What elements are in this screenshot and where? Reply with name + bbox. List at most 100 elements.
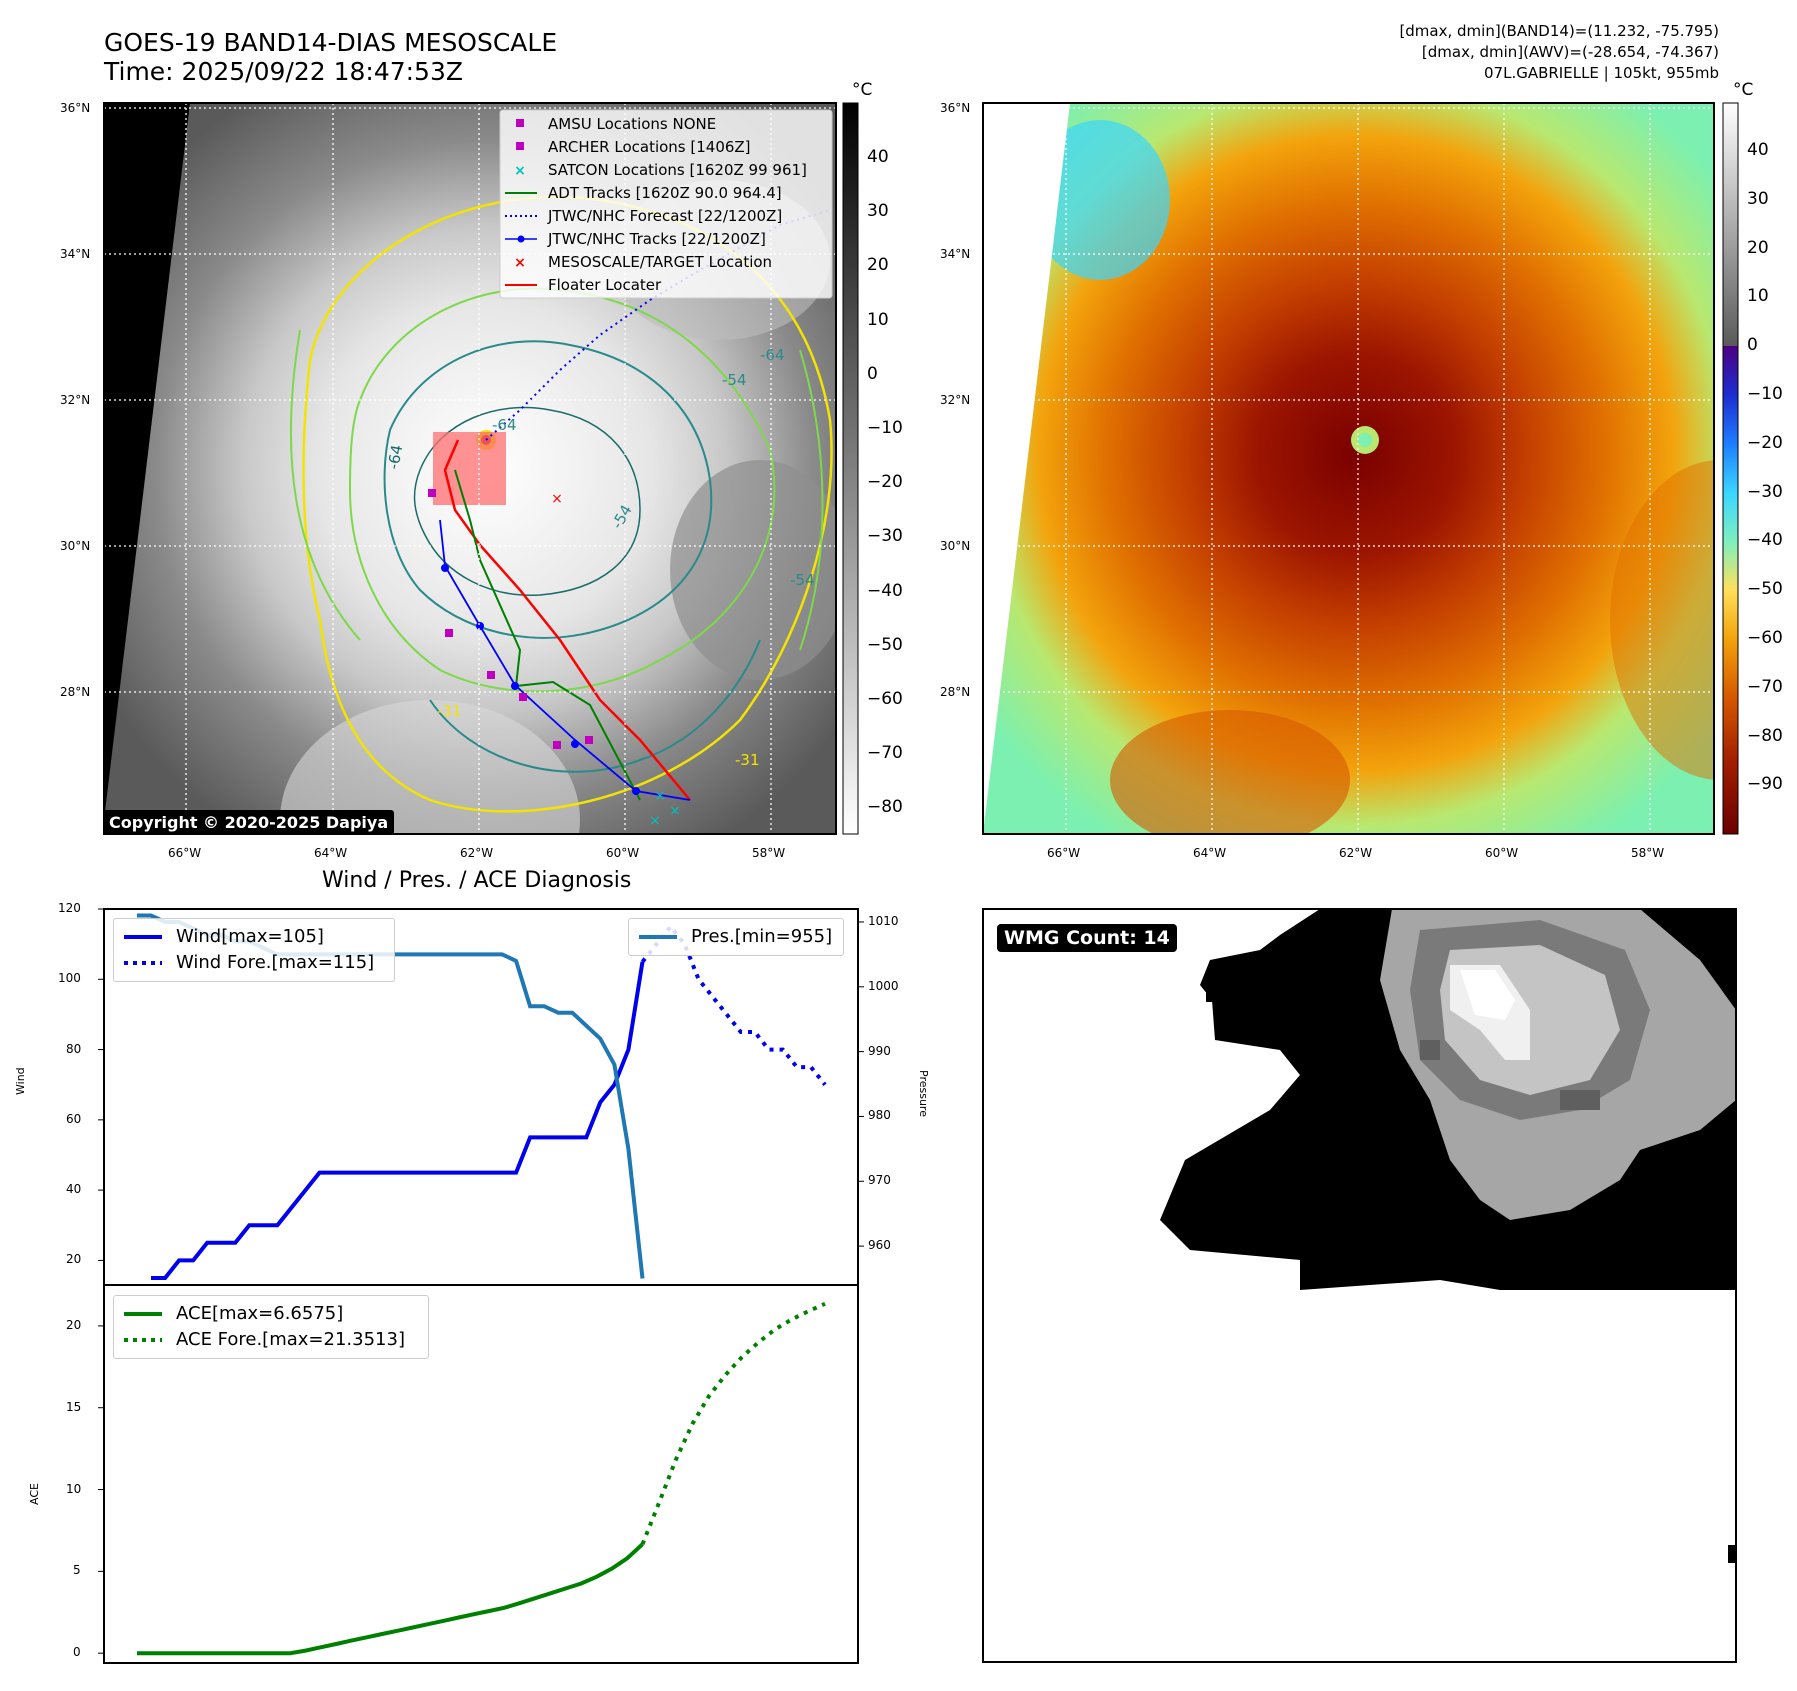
wind-forecast-line bbox=[640, 923, 827, 1086]
legend-entry: JTWC/NHC Forecast [22/1200Z] bbox=[505, 207, 782, 225]
legend-entry: ADT Tracks [1620Z 90.0 964.4] bbox=[505, 184, 782, 202]
legend-entry-label: Floater Locater bbox=[548, 276, 662, 294]
lon-label-left: 64°W bbox=[314, 846, 348, 860]
colorbar-color bbox=[1722, 102, 1739, 835]
colorbar-color-tick: −30 bbox=[1747, 481, 1783, 502]
pressure-tick-label: 980 bbox=[868, 1108, 891, 1123]
lat-label-left: 32°N bbox=[60, 393, 91, 407]
copyright-badge: Copyright © 2020-2025 Dapiya bbox=[103, 810, 395, 835]
colorbar-color-tick: −20 bbox=[1747, 432, 1783, 453]
lat-label-right: 34°N bbox=[940, 247, 971, 261]
colorbar-gray-tick: −80 bbox=[867, 797, 903, 818]
legend-wind-label: Wind[max=105] bbox=[176, 926, 324, 947]
colorbar-gray-tick: −10 bbox=[867, 418, 903, 438]
svg-text:×: × bbox=[649, 813, 661, 829]
colorbar-gray-tick: 0 bbox=[867, 363, 878, 384]
svg-text:×: × bbox=[654, 788, 666, 804]
colorbar-color-tick: −10 bbox=[1747, 384, 1783, 404]
wind-ylabel: Wind bbox=[14, 1067, 27, 1095]
colorbar-color-tick: 30 bbox=[1747, 188, 1769, 209]
colorbar-color-unit: °C bbox=[1733, 80, 1754, 100]
colorbar-color-tick: −70 bbox=[1747, 676, 1783, 697]
lon-label-left: 58°W bbox=[752, 846, 786, 860]
ace-tick-label: 20 bbox=[66, 1317, 82, 1332]
colorbar-gray-tick: 40 bbox=[867, 147, 889, 167]
legend-entry-label: AMSU Locations NONE bbox=[548, 115, 716, 133]
pressure-ylabel: Pressure bbox=[917, 1070, 930, 1117]
legend-ace: ACE[max=6.6575] ACE Fore.[max=21.3513] bbox=[113, 1295, 429, 1359]
lon-label-left: 60°W bbox=[606, 846, 640, 860]
legend-entry: JTWC/NHC Tracks [22/1200Z] bbox=[505, 230, 766, 248]
contour-label: -64 bbox=[492, 416, 517, 434]
lat-label-left: 28°N bbox=[60, 685, 91, 699]
header-right-line-3: 07L.GABRIELLE | 105kt, 955mb bbox=[1484, 64, 1719, 82]
legend-wind-fore-label: Wind Fore.[max=115] bbox=[176, 952, 375, 973]
colorbar-gray-tick: −20 bbox=[867, 472, 903, 493]
wind-tick-label: 20 bbox=[66, 1252, 82, 1267]
lat-label-right: 30°N bbox=[940, 539, 971, 553]
colorbar-color-tick: 0 bbox=[1747, 335, 1758, 356]
lon-label-right: 64°W bbox=[1193, 846, 1227, 860]
legend-entry-label: ADT Tracks [1620Z 90.0 964.4] bbox=[548, 184, 782, 202]
ace-tick-label: 10 bbox=[66, 1481, 82, 1496]
ace-tick-label: 15 bbox=[66, 1399, 82, 1414]
colorbar-color-tick: 40 bbox=[1747, 140, 1769, 160]
legend-entry: AMSU Locations NONE bbox=[516, 115, 716, 133]
colorbar-color-tick: −60 bbox=[1747, 628, 1783, 648]
colorbar-color-tick: −90 bbox=[1747, 774, 1783, 795]
legend-entry: × SATCON Locations [1620Z 99 961] bbox=[514, 161, 807, 179]
wind-tick-label: 40 bbox=[66, 1182, 82, 1197]
svg-text:×: × bbox=[551, 491, 563, 507]
colorbar-gray-tick: −50 bbox=[867, 634, 903, 655]
wind-tick-label: 120 bbox=[58, 901, 81, 915]
wind-tick-label: 100 bbox=[58, 971, 81, 986]
legend-entry-label: SATCON Locations [1620Z 99 961] bbox=[548, 161, 807, 179]
header-right-line-2: [dmax, dmin](AWV)=(-28.654, -74.367) bbox=[1421, 43, 1719, 61]
lat-label-left: 30°N bbox=[60, 539, 91, 553]
lat-label-right: 28°N bbox=[940, 685, 971, 699]
contour-label: -54 bbox=[790, 571, 815, 589]
diagnosis-title: Wind / Pres. / ACE Diagnosis bbox=[322, 868, 632, 893]
legend-entry: × MESOSCALE/TARGET Location bbox=[514, 253, 772, 271]
pressure-tick-label: 1000 bbox=[868, 978, 899, 993]
title-line-1: GOES-19 BAND14-DIAS MESOSCALE bbox=[104, 28, 558, 57]
colorbar-gray-tick: 20 bbox=[867, 255, 889, 276]
map-right-frame bbox=[982, 102, 1715, 835]
colorbar-gray-tick: −40 bbox=[867, 580, 903, 601]
legend-ace-fore-label: ACE Fore.[max=21.3513] bbox=[176, 1329, 405, 1350]
wind-tick-label: 80 bbox=[66, 1041, 82, 1056]
lon-label-right: 60°W bbox=[1485, 846, 1519, 860]
map-legend: AMSU Locations NONE ARCHER Locations [140… bbox=[499, 109, 833, 299]
contour-label: -64 bbox=[760, 346, 785, 364]
contour-label: -64 bbox=[384, 443, 406, 470]
colorbar-gray-tick: −60 bbox=[867, 689, 903, 709]
contour-label: -31 bbox=[735, 751, 760, 769]
colorbar-gray-tick: −30 bbox=[867, 526, 903, 547]
contour-label: -54 bbox=[722, 371, 747, 389]
colorbar-gray-tick: 30 bbox=[867, 201, 889, 222]
lon-label-right: 58°W bbox=[1631, 846, 1665, 860]
colorbar-color-tick: −50 bbox=[1747, 579, 1783, 600]
svg-text:×: × bbox=[514, 163, 526, 179]
legend-wind: Wind[max=105] Wind Fore.[max=115] bbox=[113, 918, 395, 982]
pressure-tick-label: 1010 bbox=[868, 913, 899, 928]
lon-label-left: 62°W bbox=[460, 846, 494, 860]
lon-label-right: 62°W bbox=[1339, 846, 1373, 860]
pressure-tick-label: 960 bbox=[868, 1238, 891, 1253]
contour-label: -31 bbox=[437, 702, 462, 720]
colorbar-color-tick: 20 bbox=[1747, 237, 1769, 258]
colorbar-gray bbox=[842, 102, 859, 835]
legend-pres-label: Pres.[min=955] bbox=[691, 926, 833, 947]
legend-entry-label: JTWC/NHC Forecast [22/1200Z] bbox=[547, 207, 782, 225]
legend-ace-label: ACE[max=6.6575] bbox=[176, 1303, 344, 1324]
ace-tick-label: 5 bbox=[73, 1563, 81, 1578]
legend-entry: ARCHER Locations [1406Z] bbox=[516, 138, 751, 156]
colorbar-gray-unit: °C bbox=[852, 80, 873, 100]
colorbar-gray-tick: 10 bbox=[867, 309, 889, 330]
legend-entry-label: JTWC/NHC Tracks [22/1200Z] bbox=[547, 230, 766, 248]
lon-label-left: 66°W bbox=[168, 846, 202, 860]
ace-ylabel: ACE bbox=[28, 1483, 41, 1505]
colorbar-color-tick: 10 bbox=[1747, 286, 1769, 307]
lon-label-right: 66°W bbox=[1047, 846, 1081, 860]
